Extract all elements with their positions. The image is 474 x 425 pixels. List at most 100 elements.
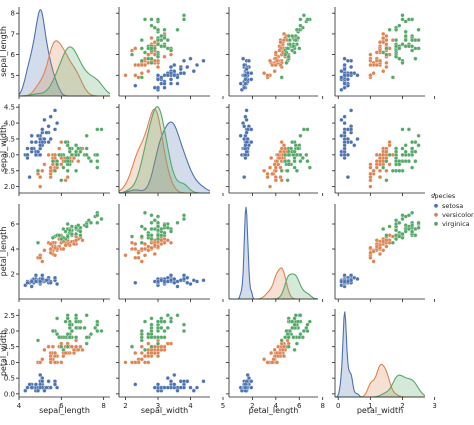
point-virginica xyxy=(84,313,89,318)
point-setosa xyxy=(244,108,249,113)
legend-title: species xyxy=(431,192,456,200)
point-virginica xyxy=(296,146,301,151)
point-setosa xyxy=(33,273,38,278)
point-virginica xyxy=(84,335,89,340)
point-setosa xyxy=(155,73,161,78)
kde-line-virginica-sepal_width xyxy=(118,106,210,194)
point-virginica xyxy=(301,13,306,18)
point-virginica xyxy=(406,127,411,132)
panel-sepal_width-vs-petal_length xyxy=(226,104,324,196)
point-setosa xyxy=(201,379,206,384)
point-setosa xyxy=(52,127,58,132)
point-virginica xyxy=(86,155,91,161)
point-virginica xyxy=(397,56,402,61)
point-setosa xyxy=(133,83,138,88)
point-setosa xyxy=(38,143,43,148)
point-virginica xyxy=(400,42,405,47)
point-versicolor xyxy=(276,344,281,349)
point-setosa xyxy=(178,385,183,390)
point-virginica xyxy=(139,234,144,239)
point-versicolor xyxy=(52,350,58,356)
point-virginica xyxy=(298,332,303,337)
panel-sepal_width-vs-sepal_width xyxy=(116,104,224,196)
point-setosa xyxy=(44,130,49,135)
point-versicolor xyxy=(65,175,70,180)
point-virginica xyxy=(139,224,144,229)
point-virginica xyxy=(50,159,55,164)
point-virginica xyxy=(181,213,187,218)
point-virginica xyxy=(403,38,408,43)
point-versicolor xyxy=(74,238,79,243)
point-setosa xyxy=(172,73,177,78)
point-setosa xyxy=(342,143,347,148)
point-versicolor xyxy=(374,238,379,243)
point-virginica xyxy=(74,143,79,148)
point-virginica xyxy=(384,178,389,183)
point-versicolor xyxy=(48,250,53,255)
point-virginica xyxy=(403,29,408,34)
x-tick-label-petal_width-3: 3 xyxy=(432,402,436,410)
point-virginica xyxy=(394,54,399,59)
point-virginica xyxy=(181,216,187,222)
point-virginica xyxy=(63,229,68,234)
point-versicolor xyxy=(42,162,47,167)
point-versicolor xyxy=(59,162,64,167)
point-versicolor xyxy=(265,175,270,180)
point-virginica xyxy=(403,229,408,234)
point-setosa xyxy=(342,67,347,72)
point-virginica xyxy=(93,325,98,330)
point-virginica xyxy=(162,223,167,228)
point-versicolor xyxy=(368,250,373,255)
point-versicolor xyxy=(377,168,383,173)
point-virginica xyxy=(165,313,170,318)
point-virginica xyxy=(149,316,154,321)
point-virginica xyxy=(397,23,402,28)
point-virginica xyxy=(181,328,187,334)
point-versicolor xyxy=(374,165,379,170)
point-setosa xyxy=(48,136,53,142)
point-virginica xyxy=(416,38,421,43)
point-virginica xyxy=(35,338,41,343)
point-versicolor xyxy=(387,140,392,145)
point-virginica xyxy=(67,322,72,327)
point-virginica xyxy=(403,149,408,154)
point-virginica xyxy=(284,60,289,65)
point-virginica xyxy=(162,35,167,41)
point-virginica xyxy=(381,165,386,170)
point-setosa xyxy=(342,73,347,78)
point-versicolor xyxy=(267,58,273,63)
point-versicolor xyxy=(278,40,283,45)
point-versicolor xyxy=(279,140,284,145)
point-setosa xyxy=(29,140,34,145)
point-setosa xyxy=(159,75,164,80)
panel-sepal_width-vs-sepal_length: 2.0 2.5 3.0 3.5 4.0 4.5 xyxy=(4,104,110,196)
point-virginica xyxy=(394,218,399,223)
point-setosa xyxy=(168,77,174,82)
point-virginica xyxy=(290,319,295,324)
point-versicolor xyxy=(133,350,138,356)
point-virginica xyxy=(142,347,148,352)
x-tick-label-sepal_width-2: 2 xyxy=(123,402,127,410)
point-virginica xyxy=(142,319,148,324)
point-virginica xyxy=(74,152,79,157)
point-setosa xyxy=(168,273,174,278)
point-virginica xyxy=(292,165,297,170)
point-virginica xyxy=(406,213,411,218)
panel-petal_length-vs-sepal_width xyxy=(116,204,224,302)
point-versicolor xyxy=(76,159,81,164)
point-setosa xyxy=(349,64,354,70)
point-versicolor xyxy=(59,140,64,145)
point-virginica xyxy=(413,159,418,164)
point-virginica xyxy=(129,344,135,349)
point-virginica xyxy=(149,17,154,22)
point-setosa xyxy=(243,81,248,86)
y-axis-label-petal_width: petal_width xyxy=(0,330,8,376)
point-setosa xyxy=(155,77,161,82)
point-setosa xyxy=(246,58,251,63)
point-setosa xyxy=(29,385,34,390)
kde-fill-versicolor-sepal_length xyxy=(19,40,110,96)
point-virginica xyxy=(50,328,55,334)
point-virginica xyxy=(84,341,89,346)
point-virginica xyxy=(285,178,290,183)
point-versicolor xyxy=(387,162,392,167)
